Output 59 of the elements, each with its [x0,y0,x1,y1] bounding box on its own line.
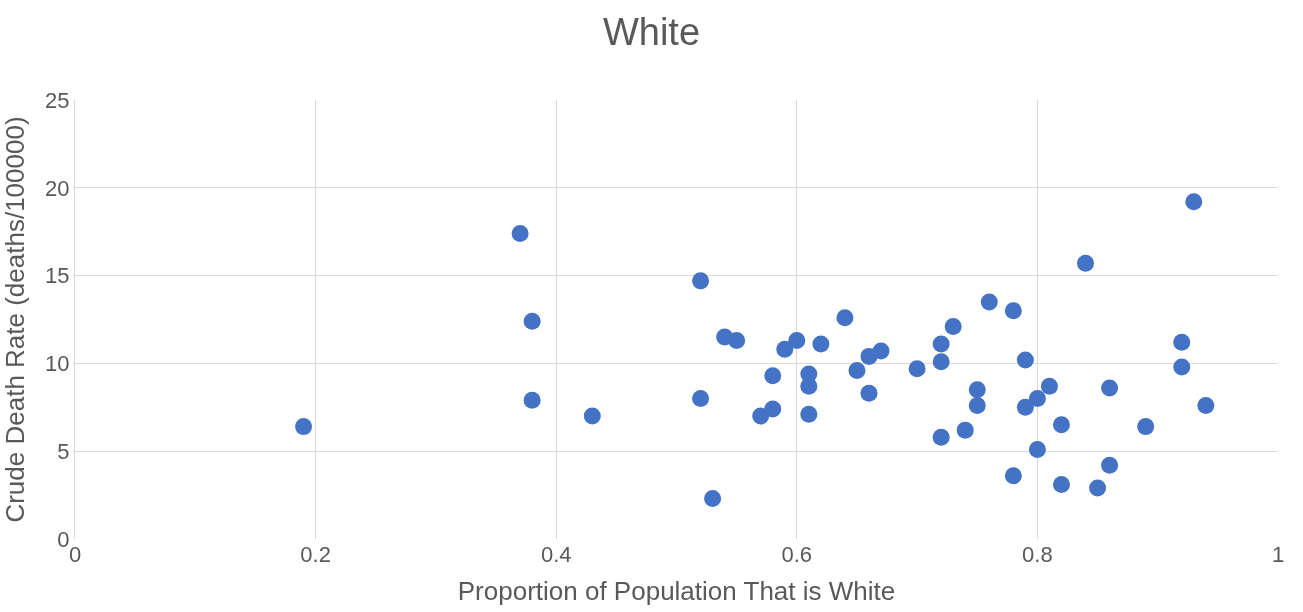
point [1089,479,1107,497]
point [1173,358,1191,376]
point [776,340,794,358]
point [764,367,782,385]
chart-title: White [602,10,701,53]
point [1101,456,1119,474]
point [800,405,818,423]
point [908,360,926,378]
y-tick-label: 25 [45,87,70,113]
point [944,318,962,336]
point [1101,379,1119,397]
point [1197,397,1215,415]
point [788,332,806,350]
point [1185,193,1203,211]
point [848,361,866,379]
point [764,400,782,418]
point [956,421,974,439]
point [1004,467,1022,485]
point [704,490,722,508]
x-tick-label: 0.2 [300,542,331,567]
point [932,353,950,371]
point [968,381,986,399]
y-tick-label: 5 [57,438,70,464]
y-axis-title: Crude Death Rate (deaths/100000) [0,116,30,523]
point [980,293,998,311]
point [1052,476,1070,494]
point [692,390,710,408]
point [1016,351,1034,369]
point [860,384,878,402]
point [1137,418,1155,436]
point [1052,416,1070,434]
point [523,391,541,409]
x-tick-label: 0.6 [781,542,813,567]
point [511,224,529,242]
point [812,335,830,353]
point [1028,390,1046,408]
x-tick-label: 1 [1271,542,1285,567]
y-tick-label: 20 [45,175,70,201]
point [523,312,541,330]
point [1004,302,1022,320]
x-axis-title: Proportion of Population That is White [457,575,896,606]
point [872,342,890,360]
point [295,418,313,436]
point [692,272,710,290]
point [1016,398,1034,416]
point [1077,254,1095,272]
y-tick-label: 10 [45,351,70,377]
y-tick-label: 15 [45,263,70,289]
point [1028,440,1046,458]
point [932,335,950,353]
point [932,428,950,446]
point [836,309,854,327]
point [1040,377,1058,395]
x-tick-label: 0.8 [1022,542,1053,567]
point [968,397,986,415]
point [728,332,746,350]
point [583,407,601,425]
x-tick-label: 0.4 [540,542,572,567]
point [1173,333,1191,351]
